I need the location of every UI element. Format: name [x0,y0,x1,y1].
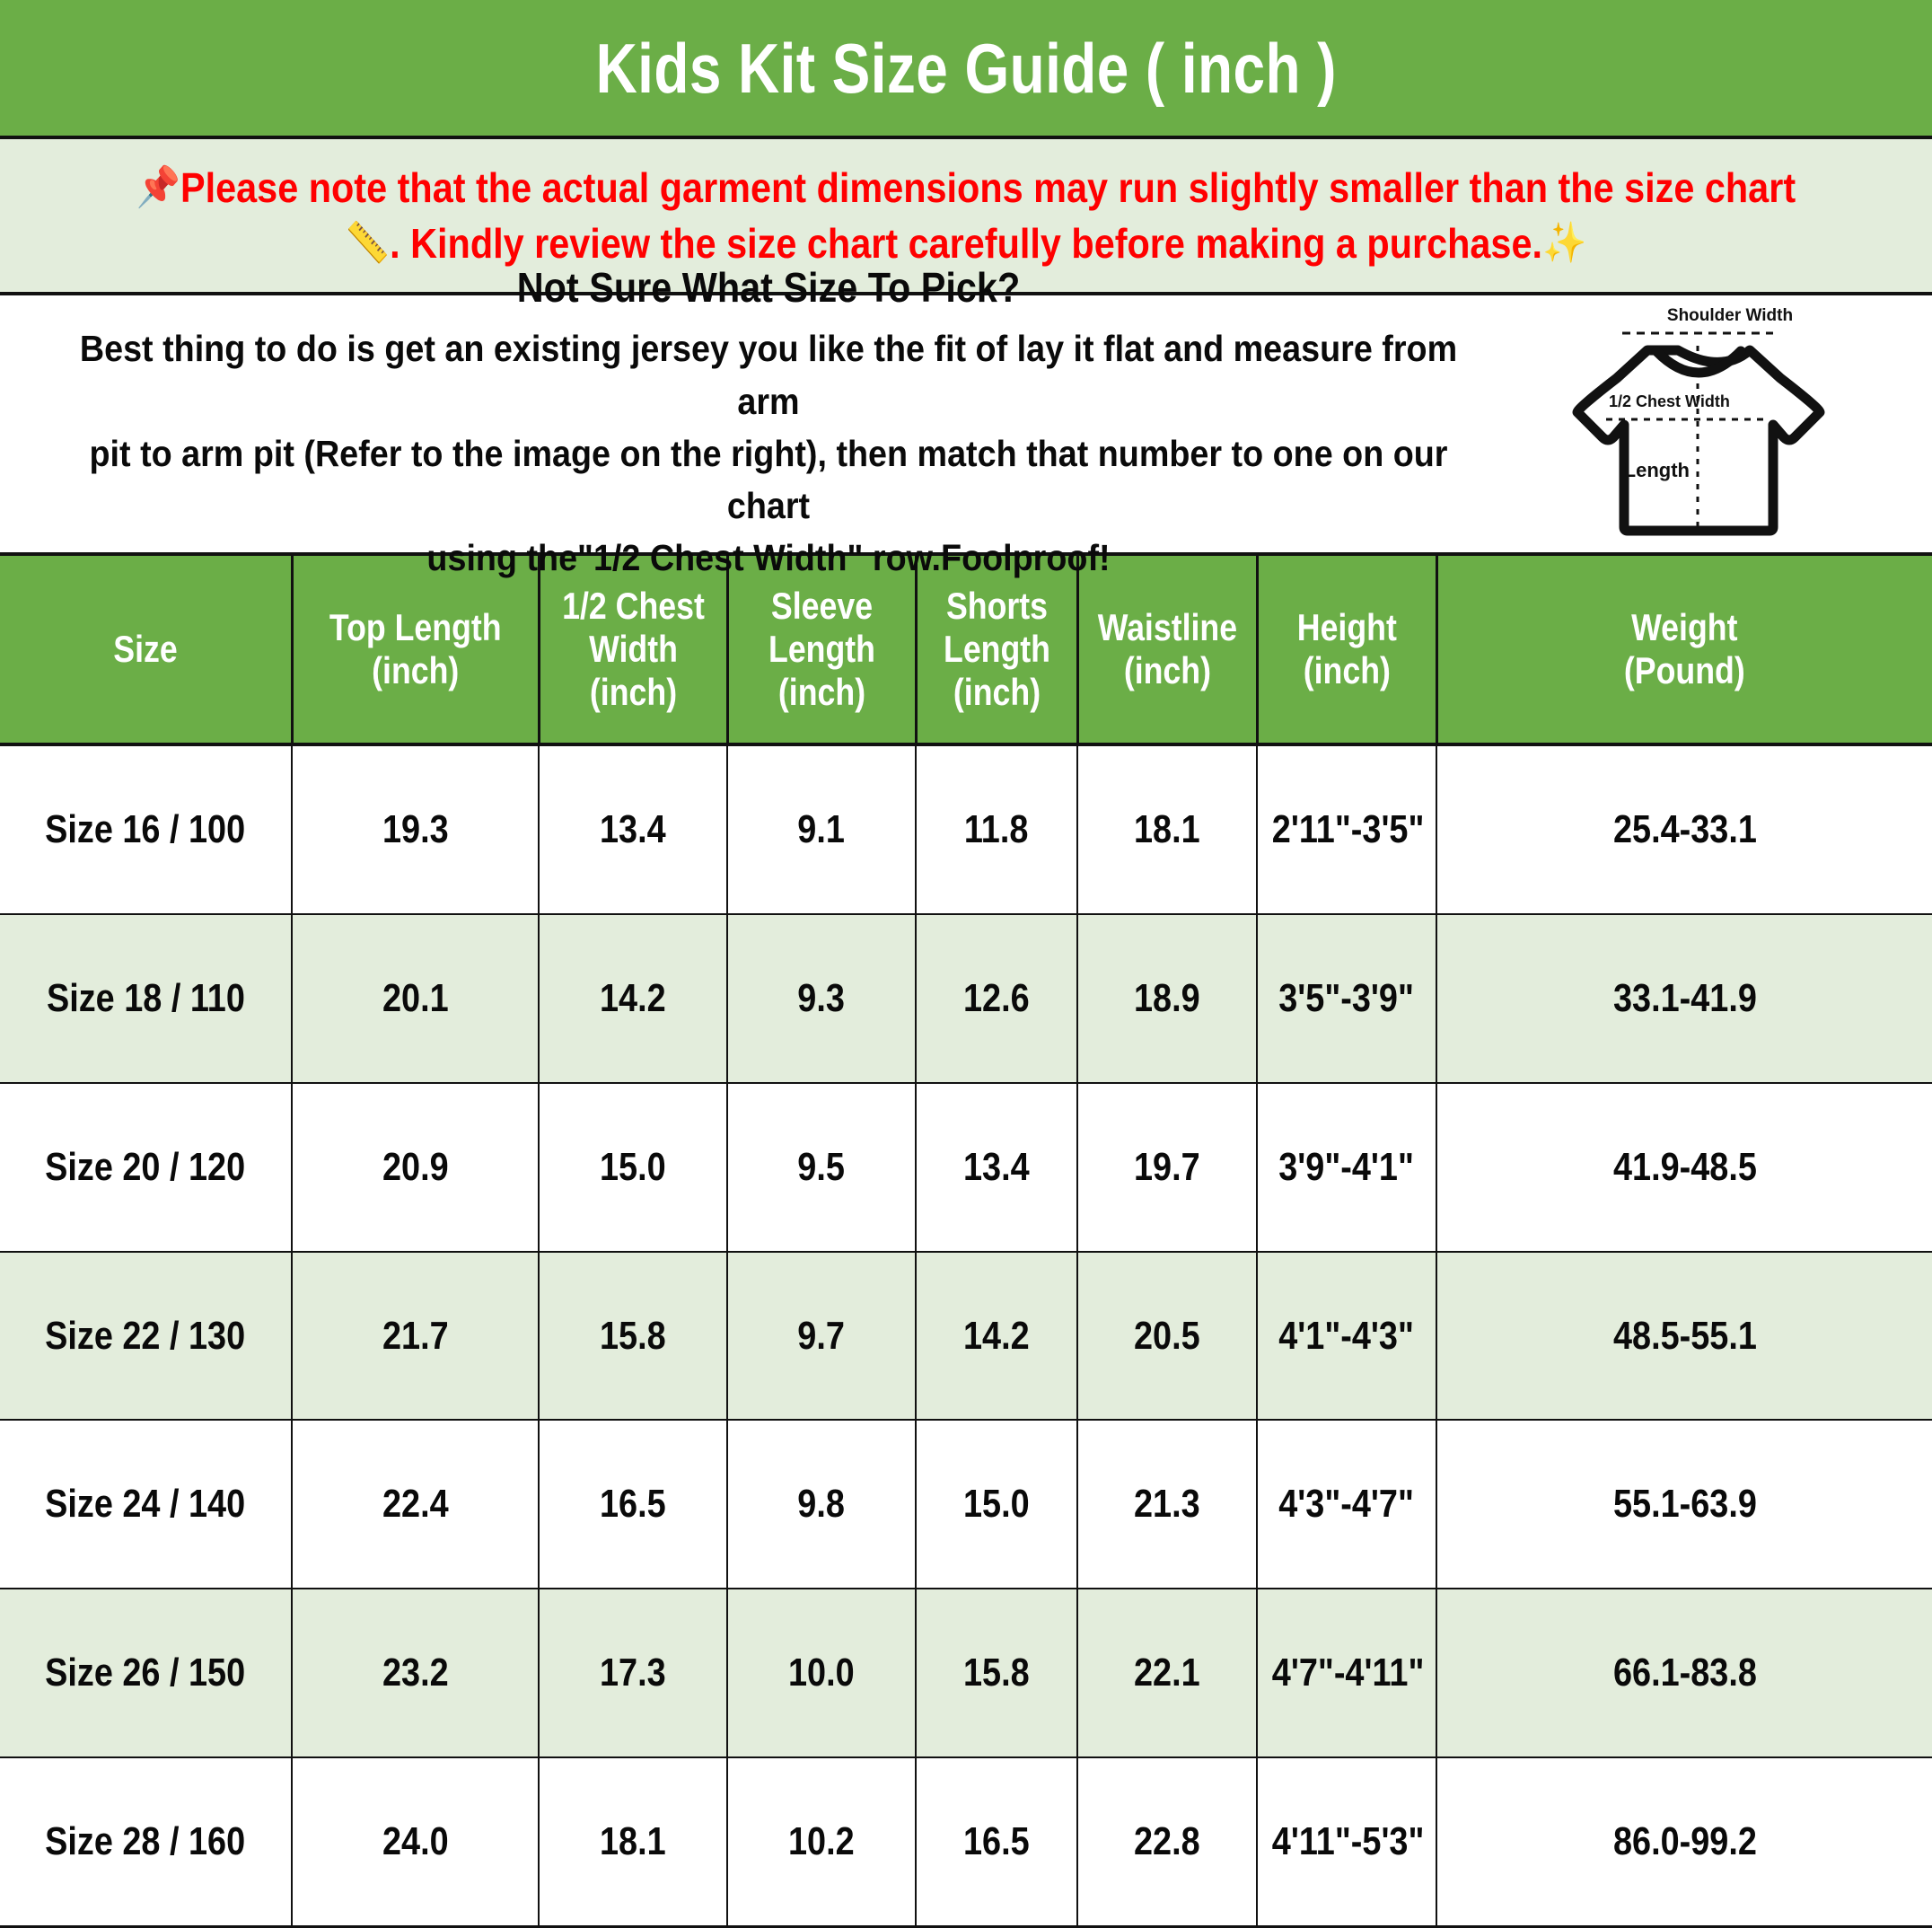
page-title-band: Kids Kit Size Guide ( inch ) [0,0,1932,139]
page-title: Kids Kit Size Guide ( inch ) [595,28,1337,108]
cell-sleeve-length: 9.3 [727,913,917,1084]
cell-weight: 33.1-41.9 [1436,913,1932,1084]
cell-chest-width: 18.1 [539,1757,728,1928]
cell-size: Size 28 / 160 [0,1757,293,1928]
cell-height: 2'11"-3'5" [1257,744,1437,915]
cell-chest-width: 13.4 [539,744,728,915]
column-header-height: Height (inch) [1257,556,1438,746]
cell-weight: 41.9-48.5 [1436,1082,1932,1253]
size-chart-table: Size Top Length (inch) 1/2 Chest Width (… [0,556,1932,1928]
table-row: Size 24 / 140 22.4 16.5 9.8 15.0 21.3 4'… [0,1420,1932,1590]
advice-heading: Not Sure What Size To Pick? [516,264,1021,312]
table-header-row: Size Top Length (inch) 1/2 Chest Width (… [0,556,1932,746]
notice-text-1: Please note that the actual garment dime… [180,163,1796,211]
cell-weight: 86.0-99.2 [1436,1757,1932,1928]
column-header-shorts-length: Shorts Length (inch) [916,556,1079,746]
table-row: Size 28 / 160 24.0 18.1 10.2 16.5 22.8 4… [0,1757,1932,1928]
cell-top-length: 20.9 [292,1082,540,1253]
cell-chest-width: 14.2 [539,913,728,1084]
cell-weight: 48.5-55.1 [1436,1251,1932,1422]
column-header-weight: Weight (Pound) [1436,556,1932,746]
notice-text-2: . Kindly review the size chart carefully… [390,220,1542,267]
cell-height: 4'7"-4'11" [1257,1589,1437,1759]
column-header-top-length: Top Length (inch) [292,556,540,746]
cell-weight: 25.4-33.1 [1436,744,1932,915]
cell-sleeve-length: 9.8 [727,1420,917,1590]
cell-size: Size 16 / 100 [0,744,293,915]
chest-width-label: 1/2 Chest Width [1609,392,1730,410]
tshirt-measurement-diagram: Shoulder Width 1/2 Chest Width Length [1537,298,1923,550]
length-label: Length [1624,459,1690,481]
cell-top-length: 24.0 [292,1757,540,1928]
cell-sleeve-length: 9.5 [727,1082,917,1253]
tshirt-outline [1572,345,1825,535]
column-header-size: Size [0,556,294,746]
notice-line-1: 📌 Please note that the actual garment dim… [136,160,1796,216]
cell-height: 3'9"-4'1" [1257,1082,1437,1253]
cell-shorts-length: 13.4 [916,1082,1078,1253]
table-body: Size 16 / 100 19.3 13.4 9.1 11.8 18.1 2'… [0,744,1932,1928]
table-row: Size 20 / 120 20.9 15.0 9.5 13.4 19.7 3'… [0,1082,1932,1253]
notice-band: 📌 Please note that the actual garment dim… [0,139,1932,295]
cell-shorts-length: 11.8 [916,744,1078,915]
cell-shorts-length: 14.2 [916,1251,1078,1422]
cell-top-length: 22.4 [292,1420,540,1590]
cell-size: Size 22 / 130 [0,1251,293,1422]
cell-waistline: 18.9 [1077,913,1258,1084]
cell-chest-width: 16.5 [539,1420,728,1590]
cell-size: Size 26 / 150 [0,1589,293,1759]
cell-shorts-length: 16.5 [916,1757,1078,1928]
cell-shorts-length: 15.8 [916,1589,1078,1759]
cell-waistline: 20.5 [1077,1251,1258,1422]
pushpin-icon: 📌 [136,164,181,209]
cell-height: 4'1"-4'3" [1257,1251,1437,1422]
cell-shorts-length: 15.0 [916,1420,1078,1590]
cell-waistline: 19.7 [1077,1082,1258,1253]
cell-height: 4'11"-5'3" [1257,1757,1437,1928]
ruler-icon: 📏 [345,221,391,266]
cell-weight: 55.1-63.9 [1436,1420,1932,1590]
cell-chest-width: 15.0 [539,1082,728,1253]
cell-top-length: 21.7 [292,1251,540,1422]
column-header-chest-width: 1/2 Chest Width (inch) [539,556,729,746]
notice-line-2: 📏. Kindly review the size chart carefull… [346,216,1587,271]
cell-top-length: 19.3 [292,744,540,915]
cell-size: Size 24 / 140 [0,1420,293,1590]
advice-line-3: using the"1/2 Chest Width" row.Foolproof… [426,537,1111,579]
cell-sleeve-length: 10.2 [727,1757,917,1928]
column-header-waistline: Waistline (inch) [1077,556,1259,746]
advice-band: Not Sure What Size To Pick? Best thing t… [0,264,1932,578]
cell-sleeve-length: 10.0 [727,1589,917,1759]
cell-height: 3'5"-3'9" [1257,913,1437,1084]
cell-waistline: 18.1 [1077,744,1258,915]
cell-waistline: 22.8 [1077,1757,1258,1928]
advice-line-2: pit to arm pit (Refer to the image on th… [89,432,1448,527]
table-row: Size 22 / 130 21.7 15.8 9.7 14.2 20.5 4'… [0,1251,1932,1422]
advice-text-block: Not Sure What Size To Pick? Best thing t… [0,263,1537,584]
cell-weight: 66.1-83.8 [1436,1589,1932,1759]
cell-waistline: 21.3 [1077,1420,1258,1590]
cell-size: Size 18 / 110 [0,913,293,1084]
cell-height: 4'3"-4'7" [1257,1420,1437,1590]
tshirt-icon: Shoulder Width 1/2 Chest Width Length [1572,306,1825,535]
cell-waistline: 22.1 [1077,1589,1258,1759]
advice-line-1: Best thing to do is get an existing jers… [79,328,1458,422]
column-header-sleeve-length: Sleeve Length (inch) [727,556,918,746]
cell-sleeve-length: 9.7 [727,1251,917,1422]
table-row: Size 16 / 100 19.3 13.4 9.1 11.8 18.1 2'… [0,744,1932,915]
table-row: Size 18 / 110 20.1 14.2 9.3 12.6 18.9 3'… [0,913,1932,1084]
shoulder-width-label: Shoulder Width [1667,306,1793,325]
cell-sleeve-length: 9.1 [727,744,917,915]
table-row: Size 26 / 150 23.2 17.3 10.0 15.8 22.1 4… [0,1589,1932,1759]
cell-chest-width: 15.8 [539,1251,728,1422]
cell-chest-width: 17.3 [539,1589,728,1759]
cell-top-length: 20.1 [292,913,540,1084]
sparkles-icon: ✨ [1541,221,1587,266]
cell-size: Size 20 / 120 [0,1082,293,1253]
cell-top-length: 23.2 [292,1589,540,1759]
cell-shorts-length: 12.6 [916,913,1078,1084]
